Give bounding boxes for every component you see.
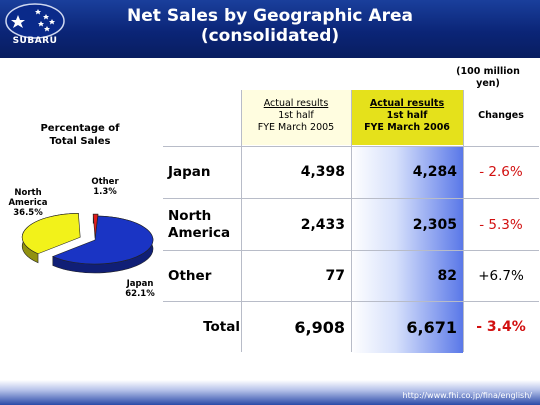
column-header-changes: Changes (478, 110, 524, 121)
row-label: North America (168, 208, 231, 241)
pie-slice-japan (52, 215, 154, 265)
value-change: - 2.6% (479, 164, 523, 180)
table-row-japan: Japan 4,398 4,284 - 2.6% (163, 146, 539, 198)
value-prev: 4,398 (300, 164, 345, 180)
grid-line (351, 90, 352, 352)
value-current: 6,671 (351, 301, 463, 353)
value-current: 82 (351, 250, 463, 302)
footer-bar: http://www.fhi.co.jp/fina/english/ (0, 380, 540, 405)
grid-line (163, 301, 539, 302)
value-prev: 2,433 (300, 217, 345, 233)
value-prev: 77 (325, 268, 345, 284)
value-current: 2,305 (351, 199, 463, 251)
page-subtitle: (consolidated) (200, 26, 340, 46)
value-current: 4,284 (351, 146, 463, 198)
pie-slice-other (92, 213, 99, 239)
pie-label-north-america: North America 36.5% (8, 188, 47, 218)
column-header-current: Actual results 1st half FYE March 2006 (351, 90, 463, 145)
row-label: Other (168, 267, 212, 284)
chart-title: Percentage of Total Sales (40, 123, 120, 147)
pie-label-other: Other 1.3% (91, 177, 119, 197)
brand-wordmark: SUBARU (12, 36, 58, 46)
value-change: - 3.4% (476, 319, 526, 335)
header-bar: SUBARU Net Sales by Geographic Area (con… (0, 0, 540, 58)
table-row-other: Other 77 82 +6.7% (163, 250, 539, 302)
row-label: Japan (168, 163, 211, 180)
table-row-total: Total 6,908 6,671 - 3.4% (163, 301, 539, 353)
footer-url: http://www.fhi.co.jp/fina/english/ (402, 391, 532, 400)
grid-line (163, 250, 539, 251)
row-label: Total (203, 318, 240, 335)
grid-line (241, 90, 242, 352)
grid-line (163, 146, 539, 147)
page-title: Net Sales by Geographic Area (127, 6, 413, 26)
pie-label-japan: Japan 62.1% (125, 279, 155, 299)
grid-line (163, 198, 539, 199)
table-row-north-america: North America 2,433 2,305 - 5.3% (163, 199, 539, 251)
grid-line (463, 90, 464, 352)
value-change: - 5.3% (479, 217, 523, 233)
pie-slice-north-america (21, 212, 81, 255)
subaru-logo-icon (5, 3, 65, 39)
pie-chart: Japan 62.1% North America 36.5% Other 1.3% (8, 177, 155, 299)
unit-note: (100 million yen) (456, 66, 520, 89)
column-header-prev: Actual results 1st half FYE March 2005 (241, 90, 351, 145)
value-prev: 6,908 (294, 317, 345, 337)
value-change: +6.7% (478, 268, 524, 284)
